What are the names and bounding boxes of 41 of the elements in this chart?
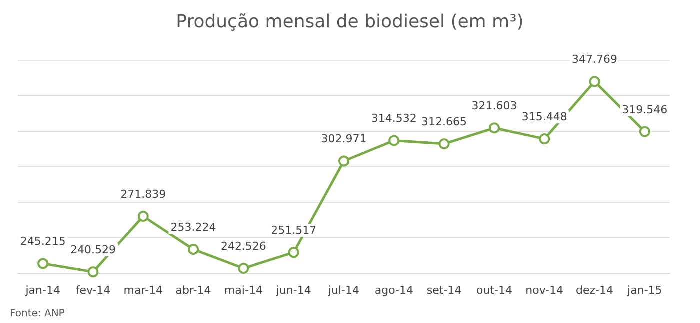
point bbox=[539, 134, 550, 145]
point bbox=[238, 263, 250, 274]
point bbox=[589, 76, 600, 88]
point bbox=[38, 258, 49, 270]
data-label: 242.526 bbox=[220, 240, 266, 254]
point bbox=[88, 266, 99, 278]
x-tick-label: set-14 bbox=[426, 284, 462, 297]
data-label: 315.448 bbox=[522, 110, 568, 124]
data-label: 302.971 bbox=[321, 132, 367, 146]
x-tick-label: out-14 bbox=[476, 284, 512, 297]
point bbox=[138, 210, 149, 222]
x-tick-label: jan-14 bbox=[24, 284, 60, 297]
chart-title: Produção mensal de biodiesel (em m³) bbox=[176, 12, 524, 32]
point bbox=[488, 122, 500, 134]
data-label: 312.665 bbox=[422, 116, 468, 129]
x-tick-label: mai-14 bbox=[224, 284, 263, 297]
point bbox=[388, 135, 400, 146]
point bbox=[288, 247, 300, 258]
x-tick-label: jan-15 bbox=[626, 284, 662, 297]
point bbox=[639, 126, 650, 138]
data-label: 347.769 bbox=[572, 53, 618, 66]
data-label: 319.546 bbox=[622, 103, 668, 116]
data-label: 321.603 bbox=[472, 100, 518, 113]
data-label: 253.224 bbox=[170, 221, 216, 234]
x-tick-label: dez-14 bbox=[576, 284, 614, 297]
x-tick-label: abr-14 bbox=[176, 284, 212, 297]
x-tick-label: mar-14 bbox=[124, 284, 164, 297]
x-tick-label: nov-14 bbox=[526, 284, 564, 297]
data-label: 245.215 bbox=[20, 235, 66, 248]
source-note: Fonte: ANP bbox=[10, 308, 65, 320]
data-label: 271.839 bbox=[120, 188, 166, 201]
point bbox=[438, 138, 450, 150]
x-tick-label: ago-14 bbox=[374, 284, 414, 297]
x-tick-label: jul-14 bbox=[327, 284, 360, 297]
data-label: 251.517 bbox=[271, 224, 317, 238]
x-tick-label: fev-14 bbox=[76, 284, 111, 297]
data-label: 240.529 bbox=[70, 244, 116, 257]
data-label: 314.532 bbox=[371, 112, 417, 126]
point bbox=[188, 244, 200, 256]
x-tick-label: jun-14 bbox=[275, 284, 312, 297]
point bbox=[338, 156, 350, 167]
